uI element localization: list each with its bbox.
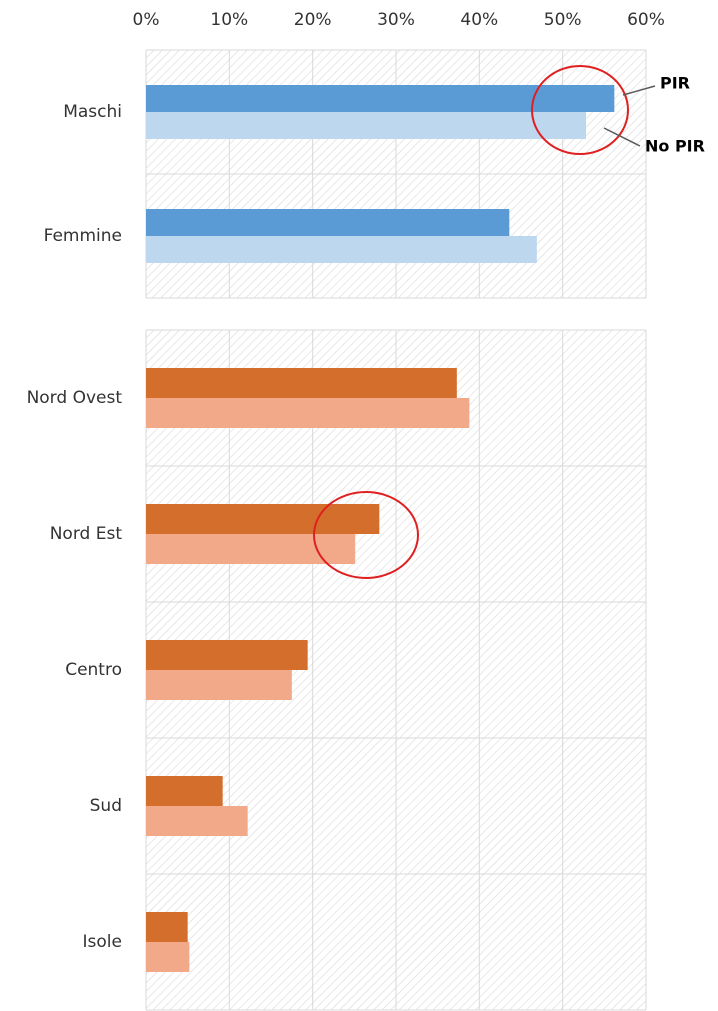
- y-tick-label: Sud: [90, 796, 122, 816]
- y-tick-label: Isole: [83, 932, 122, 952]
- y-tick-label: Nord Est: [50, 524, 123, 544]
- x-tick-label: 20%: [294, 10, 332, 30]
- bar: [146, 806, 248, 836]
- bar: [146, 534, 356, 564]
- bar: [146, 112, 586, 139]
- bar: [146, 504, 380, 534]
- bar: [146, 236, 537, 263]
- bar: [146, 942, 190, 972]
- x-tick-label: 10%: [210, 10, 248, 30]
- highlight-circle: [531, 65, 629, 155]
- series-label: PIR: [660, 74, 690, 93]
- x-tick-label: 50%: [544, 10, 582, 30]
- bar: [146, 209, 510, 236]
- leader-line: [603, 127, 641, 147]
- x-tick-label: 40%: [460, 10, 498, 30]
- highlight-circle: [313, 491, 419, 579]
- y-tick-label: Femmine: [44, 226, 122, 246]
- bar: [146, 670, 292, 700]
- bar: [146, 776, 223, 806]
- bar: [146, 912, 188, 942]
- x-tick-label: 60%: [627, 10, 665, 30]
- bar: [146, 640, 308, 670]
- leader-line: [622, 85, 656, 96]
- series-label: No PIR: [645, 137, 705, 156]
- bar: [146, 398, 470, 428]
- y-tick-label: Centro: [65, 660, 122, 680]
- x-tick-label: 30%: [377, 10, 415, 30]
- x-tick-label: 0%: [133, 10, 160, 30]
- bar: [146, 85, 615, 112]
- y-tick-label: Nord Ovest: [27, 388, 123, 408]
- y-tick-label: Maschi: [63, 102, 122, 122]
- bar: [146, 368, 457, 398]
